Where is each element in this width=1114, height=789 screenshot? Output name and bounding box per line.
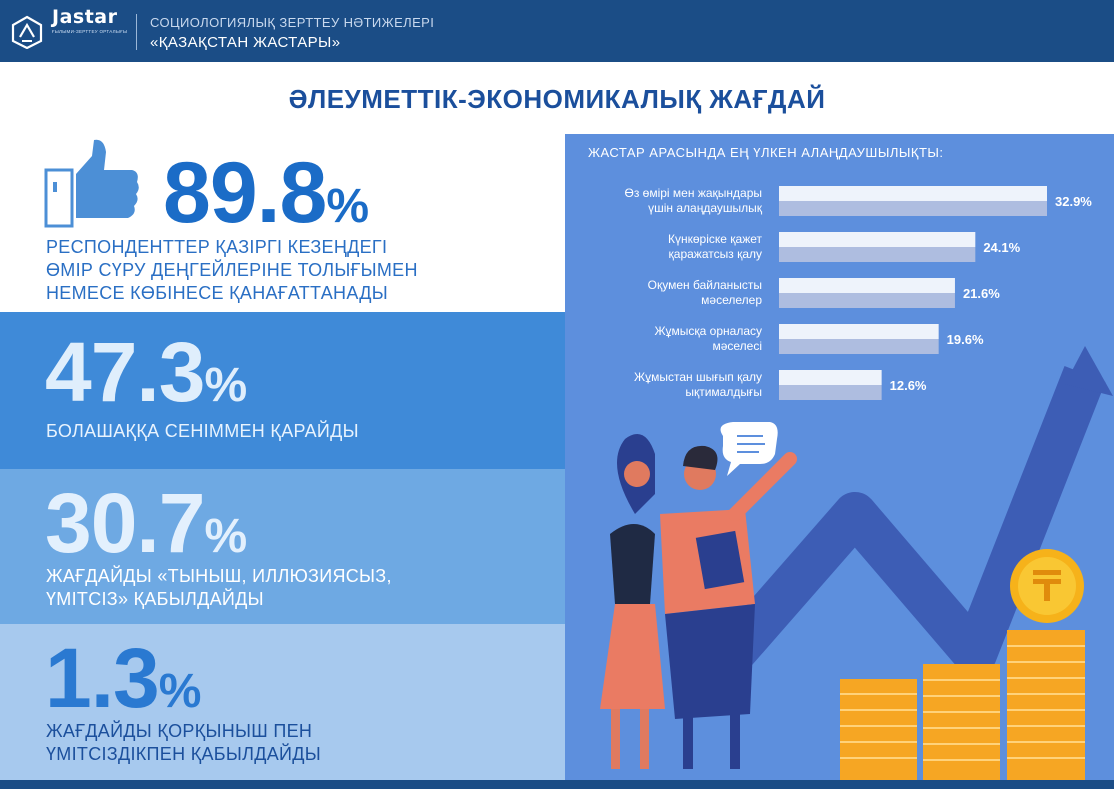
category-label: Өз өмірі мен жақындары bbox=[625, 186, 763, 200]
bar-shade bbox=[779, 385, 882, 400]
stat-block-confident: 47.3% БОЛАШАҚҚА СЕНІММЕН ҚАРАЙДЫ bbox=[0, 312, 565, 469]
footer-bar bbox=[0, 780, 1114, 789]
bar bbox=[779, 278, 955, 293]
category-label: Жұмыстан шығып қалу bbox=[634, 370, 762, 384]
stat-block-satisfied: 89.8% РЕСПОНДЕНТТЕР ҚАЗІРГІ КЕЗЕҢДЕГІ ӨМ… bbox=[0, 130, 565, 312]
bar-shade bbox=[779, 293, 955, 308]
stat-block-fear: 1.3% ЖАҒДАЙДЫ ҚОРҚЫНЫШ ПЕН ҮМІТСІЗДІКПЕН… bbox=[0, 624, 565, 789]
stat-description: БОЛАШАҚҚА СЕНІММЕН ҚАРАЙДЫ bbox=[46, 421, 359, 441]
category-label: үшін алаңдаушылық bbox=[648, 201, 763, 215]
data-label: 19.6% bbox=[947, 332, 984, 347]
coin-stacks bbox=[840, 630, 1085, 789]
page-title: ӘЛЕУМЕТТІК-ЭКОНОМИКАЛЫҚ ЖАҒДАЙ bbox=[288, 84, 826, 114]
bar bbox=[779, 324, 939, 339]
speech-bubble-icon bbox=[720, 422, 778, 476]
tenge-coin-icon bbox=[1010, 549, 1084, 623]
bar-shade bbox=[779, 339, 939, 354]
woman-figure bbox=[600, 434, 665, 769]
stat-block-calm: 30.7% ЖАҒДАЙДЫ «ТЫНЫШ, ИЛЛЮЗИЯСЫЗ, ҮМІТС… bbox=[0, 469, 565, 624]
growth-illustration bbox=[600, 346, 1113, 789]
category-label: Жұмысқа орналасу bbox=[654, 324, 762, 338]
bar-shade bbox=[779, 247, 976, 262]
logo-text: Jastar bbox=[52, 6, 118, 28]
header-divider bbox=[136, 14, 137, 50]
stat-value: 30.7% bbox=[45, 476, 248, 570]
concerns-panel: 32.9% Өз өмірі мен жақындары үшін алаңдауш… bbox=[565, 134, 1114, 789]
category-label: Оқумен байланысты bbox=[648, 278, 762, 292]
stat-value: 47.3% bbox=[45, 325, 248, 419]
bar bbox=[779, 370, 882, 385]
thumbs-up-icon bbox=[44, 139, 139, 228]
category-label: мәселелер bbox=[701, 293, 762, 307]
chart-title: ЖАСТАР АРАСЫНДА ЕҢ ҮЛКЕН АЛАҢДАУШЫЛЫҚТЫ: bbox=[588, 145, 944, 160]
stat-value: 1.3% bbox=[45, 631, 202, 725]
bar bbox=[779, 186, 1047, 201]
bar bbox=[779, 232, 976, 247]
header-title: «ҚАЗАҚСТАН ЖАСТАРЫ» bbox=[150, 34, 341, 51]
arrow-head-icon bbox=[1065, 346, 1113, 396]
category-label: қаражатсыз қалу bbox=[669, 247, 762, 261]
data-label: 24.1% bbox=[983, 240, 1020, 255]
stat-description: ЖАҒДАЙДЫ ҚОРҚЫНЫШ ПЕН ҮМІТСІЗДІКПЕН ҚАБЫ… bbox=[46, 721, 322, 764]
category-label: ықтималдығы bbox=[685, 385, 762, 399]
data-label: 21.6% bbox=[963, 286, 1000, 301]
data-label: 12.6% bbox=[890, 378, 927, 393]
header-subtitle: СОЦИОЛОГИЯЛЫҚ ЗЕРТТЕУ НӘТИЖЕЛЕРІ bbox=[150, 15, 435, 30]
bar-shade bbox=[779, 201, 1047, 216]
stat-description: ЖАҒДАЙДЫ «ТЫНЫШ, ИЛЛЮЗИЯСЫЗ, ҮМІТСІЗ» ҚА… bbox=[46, 566, 392, 609]
man-figure bbox=[660, 445, 797, 769]
jastar-logo-icon bbox=[11, 15, 43, 49]
data-label: 32.9% bbox=[1055, 194, 1092, 209]
stat-description: РЕСПОНДЕНТТЕР ҚАЗІРГІ КЕЗЕҢДЕГІ ӨМІР СҮР… bbox=[46, 237, 418, 303]
category-label: Күнкөріске қажет bbox=[668, 232, 763, 246]
category-label: мәселесі bbox=[712, 339, 762, 353]
logo-subtext: ҒЫЛЫМИ-ЗЕРТТЕУ ОРТАЛЫҒЫ bbox=[52, 29, 128, 34]
header-bar: Jastar ҒЫЛЫМИ-ЗЕРТТЕУ ОРТАЛЫҒЫ СОЦИОЛОГИ… bbox=[0, 0, 1114, 62]
stat-value: 89.8% bbox=[163, 145, 370, 241]
